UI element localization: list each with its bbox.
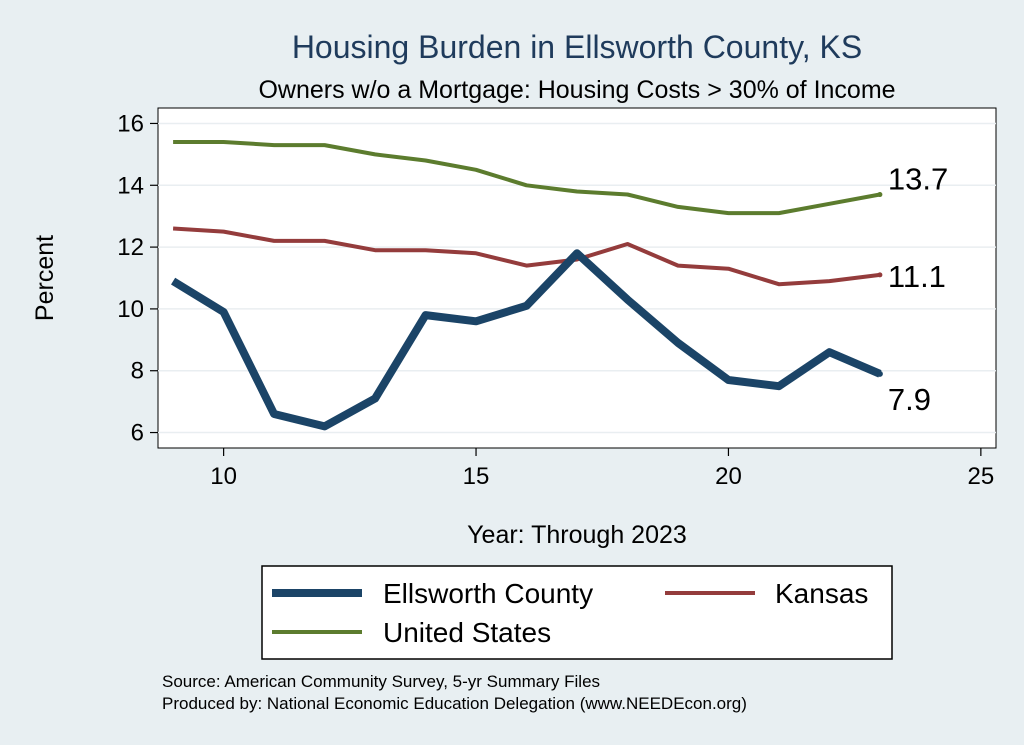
legend-box [261,565,893,660]
chart-subtitle: Owners w/o a Mortgage: Housing Costs > 3… [258,76,895,104]
end-point-united-states [877,192,883,198]
x-tick-label: 25 [968,463,995,490]
y-tick-label: 10 [117,296,144,323]
x-tick-label: 20 [715,463,742,490]
end-point-ellsworth-county [876,370,883,377]
source-note: Source: American Community Survey, 5-yr … [162,672,600,691]
series-lines [171,140,883,431]
producer-note: Produced by: National Economic Education… [162,694,747,713]
legend-label-ellsworth-county: Ellsworth County [383,578,593,609]
legend-label-kansas: Kansas [775,578,868,609]
series-line-ellsworth-county [171,249,882,431]
chart-title: Housing Burden in Ellsworth County, KS [292,29,862,65]
series-line-united-states [173,140,881,216]
end-labels: 7.9 11.1 13.7 [888,162,948,417]
x-axis-title: Year: Through 2023 [467,521,687,549]
y-tick-label: 14 [117,172,144,199]
end-point-kansas [877,272,883,278]
end-label-united-states: 13.7 [888,162,948,197]
axes: 6 8 10 12 14 16 10 15 20 25 [117,110,994,490]
series-line-kansas [172,226,881,287]
y-tick-label: 8 [131,358,144,385]
legend-label-united-states: United States [383,617,551,648]
y-tick-label: 12 [117,234,144,261]
gridlines [158,122,996,434]
y-axis-title: Percent [31,235,59,321]
x-tick-label: 15 [463,463,490,490]
y-tick-label: 6 [131,420,144,447]
end-label-ellsworth-county: 7.9 [888,382,931,417]
legend: Ellsworth County Kansas United States [272,578,868,648]
y-tick-label: 16 [117,110,144,137]
x-tick-label: 10 [210,463,237,490]
end-label-kansas: 11.1 [888,259,946,294]
